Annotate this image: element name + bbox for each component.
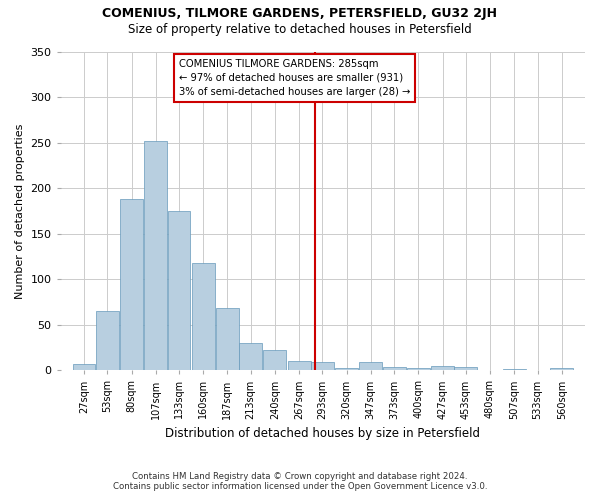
- Text: Size of property relative to detached houses in Petersfield: Size of property relative to detached ho…: [128, 22, 472, 36]
- X-axis label: Distribution of detached houses by size in Petersfield: Distribution of detached houses by size …: [166, 427, 481, 440]
- Text: COMENIUS TILMORE GARDENS: 285sqm
← 97% of detached houses are smaller (931)
3% o: COMENIUS TILMORE GARDENS: 285sqm ← 97% o…: [179, 59, 410, 97]
- Bar: [311, 362, 334, 370]
- Bar: [73, 364, 95, 370]
- Bar: [287, 361, 311, 370]
- Bar: [216, 308, 239, 370]
- Bar: [550, 368, 573, 370]
- Bar: [192, 263, 215, 370]
- Y-axis label: Number of detached properties: Number of detached properties: [15, 123, 25, 298]
- Bar: [120, 199, 143, 370]
- Bar: [144, 141, 167, 370]
- Text: COMENIUS, TILMORE GARDENS, PETERSFIELD, GU32 2JH: COMENIUS, TILMORE GARDENS, PETERSFIELD, …: [103, 8, 497, 20]
- Bar: [454, 366, 477, 370]
- Text: Contains HM Land Registry data © Crown copyright and database right 2024.
Contai: Contains HM Land Registry data © Crown c…: [113, 472, 487, 491]
- Bar: [383, 366, 406, 370]
- Bar: [239, 343, 262, 370]
- Bar: [407, 368, 430, 370]
- Bar: [335, 368, 358, 370]
- Bar: [167, 211, 190, 370]
- Bar: [359, 362, 382, 370]
- Bar: [96, 311, 119, 370]
- Bar: [431, 366, 454, 370]
- Bar: [263, 350, 286, 370]
